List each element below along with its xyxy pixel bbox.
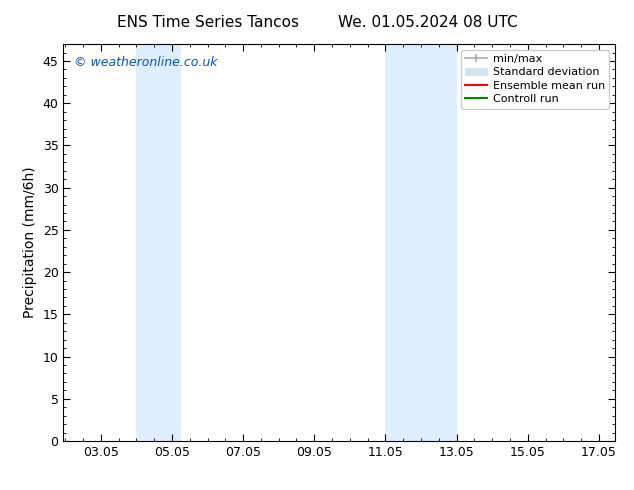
Y-axis label: Precipitation (mm/6h): Precipitation (mm/6h): [23, 167, 37, 318]
Bar: [136, 44, 181, 441]
Bar: [385, 44, 456, 441]
Text: © weatheronline.co.uk: © weatheronline.co.uk: [74, 56, 218, 69]
Text: ENS Time Series Tancos        We. 01.05.2024 08 UTC: ENS Time Series Tancos We. 01.05.2024 08…: [117, 15, 517, 30]
Legend: min/max, Standard deviation, Ensemble mean run, Controll run: min/max, Standard deviation, Ensemble me…: [460, 49, 609, 109]
